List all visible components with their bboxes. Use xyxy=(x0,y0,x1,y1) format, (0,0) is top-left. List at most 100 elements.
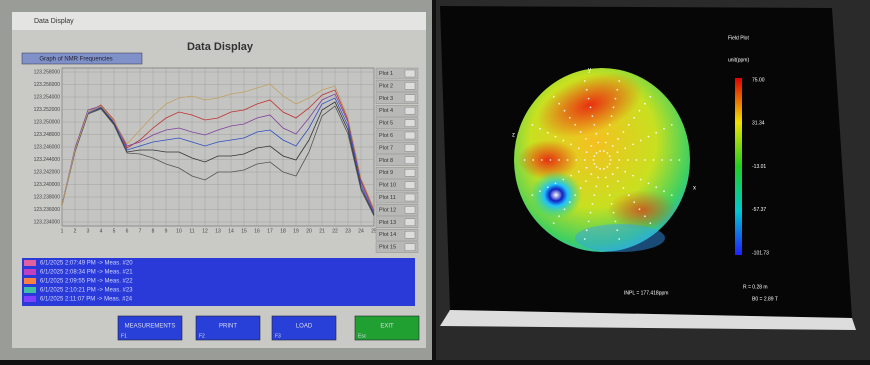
y-axis-label: 123.238000 xyxy=(34,194,61,200)
plot-checkbox[interactable] xyxy=(405,107,415,114)
colorbar-label: -57.37 xyxy=(752,207,766,213)
x-axis-label: 22 xyxy=(332,228,338,234)
probe-point xyxy=(612,145,614,147)
plot-checkbox[interactable] xyxy=(405,144,415,151)
probe-point xyxy=(580,131,582,133)
probe-point xyxy=(609,124,611,126)
x-axis-label: 18 xyxy=(280,228,286,234)
probe-point xyxy=(593,159,595,161)
plot-checkbox[interactable] xyxy=(405,231,415,238)
probe-point xyxy=(636,159,638,161)
y-axis-label: 123.246000 xyxy=(34,144,61,150)
probe-point xyxy=(584,159,586,161)
probe-point xyxy=(596,152,598,154)
probe-point xyxy=(562,140,564,142)
probe-point xyxy=(615,98,617,100)
probe-point xyxy=(555,136,557,138)
probe-point xyxy=(586,89,588,91)
plot-checkbox[interactable] xyxy=(405,169,415,176)
probe-point xyxy=(628,124,630,126)
plot-checkbox[interactable] xyxy=(405,194,415,201)
probe-point xyxy=(632,175,634,177)
x-axis-label: 23 xyxy=(345,228,351,234)
probe-point xyxy=(607,185,609,187)
probe-point xyxy=(679,159,681,161)
probe-point xyxy=(644,159,646,161)
probe-point xyxy=(586,167,588,169)
y-axis-label: 123.236000 xyxy=(34,207,61,213)
button-key: F2 xyxy=(199,333,205,339)
probe-point xyxy=(653,159,655,161)
probe-point xyxy=(569,117,571,119)
plot-checkbox[interactable] xyxy=(405,95,415,102)
x-axis-label: 1 xyxy=(61,228,64,234)
plot-label: Plot 13 xyxy=(379,220,396,226)
probe-point xyxy=(623,131,625,133)
probe-point xyxy=(531,124,533,126)
log-entry[interactable]: 6/1/2025 2:09:55 PM -> Meas. #22 xyxy=(40,279,133,285)
log-entry[interactable]: 6/1/2025 2:08:34 PM -> Meas. #21 xyxy=(40,270,133,276)
unit-label: unit(ppm) xyxy=(728,57,749,63)
y-axis-label: 123.254000 xyxy=(34,94,61,100)
field-cold-region xyxy=(575,224,665,252)
probe-point xyxy=(615,221,617,223)
probe-point xyxy=(596,166,598,168)
probe-point xyxy=(611,115,613,117)
probe-point xyxy=(609,194,611,196)
plot-label: Plot 11 xyxy=(379,195,396,201)
colorbar-label: -13.01 xyxy=(752,164,766,170)
probe-point xyxy=(553,96,555,98)
probe-point xyxy=(593,194,595,196)
probe-point xyxy=(547,132,549,134)
screenshot: Data Display Data Display Graph of NMR F… xyxy=(0,0,870,360)
log-swatch xyxy=(24,296,36,302)
plot-checkbox[interactable] xyxy=(405,120,415,127)
x-axis-label: 8 xyxy=(152,228,155,234)
y-axis-label: 123.242000 xyxy=(34,169,61,175)
probe-point xyxy=(564,110,566,112)
plot-checkbox[interactable] xyxy=(405,244,415,251)
probe-point xyxy=(550,159,552,161)
plot-checkbox[interactable] xyxy=(405,182,415,189)
page: {"left_window": { "window_title": "Data … xyxy=(0,0,870,360)
x-axis-label: 19 xyxy=(293,228,299,234)
log-entry[interactable]: 6/1/2025 2:11:07 PM -> Meas. #24 xyxy=(40,297,133,303)
probe-point xyxy=(599,168,601,170)
probe-point xyxy=(616,229,618,231)
plot-checkbox[interactable] xyxy=(405,219,415,226)
axis-label: y xyxy=(588,68,591,74)
probe-point xyxy=(627,159,629,161)
plot-checkbox[interactable] xyxy=(405,132,415,139)
plot-label: Plot 3 xyxy=(379,96,393,102)
probe-point xyxy=(597,177,599,179)
probe-point xyxy=(558,215,560,217)
log-entry[interactable]: 6/1/2025 2:10:21 PM -> Meas. #23 xyxy=(40,288,133,294)
plot-checkbox[interactable] xyxy=(405,157,415,164)
probe-point xyxy=(616,89,618,91)
probe-point xyxy=(595,185,597,187)
probe-point xyxy=(593,124,595,126)
probe-point xyxy=(648,183,650,185)
probe-point xyxy=(578,147,580,149)
x-axis-label: 12 xyxy=(202,228,208,234)
x-axis-label: 17 xyxy=(267,228,273,234)
probe-point xyxy=(612,173,614,175)
y-axis-label: 123.240000 xyxy=(34,182,61,188)
probe-point xyxy=(599,150,601,152)
probe-point xyxy=(607,133,609,135)
probe-point xyxy=(632,144,634,146)
button-key: Esc xyxy=(358,333,367,339)
plot-checkbox[interactable] xyxy=(405,82,415,89)
probe-point xyxy=(617,180,619,182)
plot-checkbox[interactable] xyxy=(405,70,415,77)
plot-label: Plot 5 xyxy=(379,121,393,127)
probe-point xyxy=(640,179,642,181)
log-entry[interactable]: 6/1/2025 2:07:49 PM -> Meas. #20 xyxy=(40,261,133,267)
probe-point xyxy=(609,155,611,157)
probe-point xyxy=(574,194,576,196)
probe-point xyxy=(617,138,619,140)
x-axis-label: 4 xyxy=(100,228,103,234)
probe-point xyxy=(586,151,588,153)
probe-point xyxy=(584,238,586,240)
plot-checkbox[interactable] xyxy=(405,206,415,213)
